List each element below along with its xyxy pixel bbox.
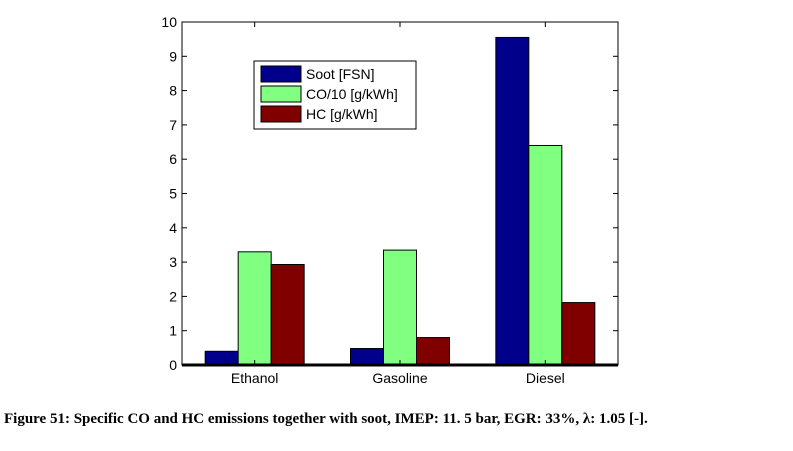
y-tick-label: 9 bbox=[169, 48, 177, 64]
bar-ethanol-series-3 bbox=[270, 264, 305, 366]
bars-layer bbox=[204, 36, 596, 366]
y-tick-label: 10 bbox=[161, 14, 177, 30]
legend-label-2: CO/10 [g/kWh] bbox=[306, 86, 398, 102]
x-tick-label-gasoline: Gasoline bbox=[372, 370, 427, 386]
bar-gasoline-series-1 bbox=[350, 348, 384, 366]
bar-gasoline-series-2 bbox=[383, 249, 417, 366]
figure-caption: Figure 51: Specific CO and HC emissions … bbox=[4, 411, 648, 427]
bar-ethanol-series-2 bbox=[237, 251, 272, 366]
x-tick-label-ethanol: Ethanol bbox=[231, 370, 278, 386]
y-tick-label: 7 bbox=[169, 117, 177, 133]
legend-label-1: Soot [FSN] bbox=[306, 66, 374, 82]
y-tick-label: 6 bbox=[169, 151, 177, 167]
legend-swatch-3 bbox=[260, 105, 302, 123]
bar-diesel-series-3 bbox=[561, 302, 596, 366]
y-tick-label: 1 bbox=[169, 323, 177, 339]
bar-diesel-series-1 bbox=[495, 36, 530, 366]
y-tick-label: 8 bbox=[169, 83, 177, 99]
legend-swatch-1 bbox=[260, 65, 302, 83]
y-tick-label: 5 bbox=[169, 186, 177, 202]
bar-gasoline-series-3 bbox=[416, 337, 450, 366]
y-tick-label: 4 bbox=[169, 220, 177, 236]
bar-ethanol-series-1 bbox=[204, 350, 239, 366]
legend-label-3: HC [g/kWh] bbox=[306, 106, 378, 122]
bar-chart: 0 1 2 3 4 5 6 7 8 9 10 Ethanol Gasoline Diesel Soot [… bbox=[161, 14, 619, 386]
legend: Soot [FSN] CO/10 [g/kWh] HC [g/kWh] bbox=[253, 60, 417, 130]
bar-diesel-series-2 bbox=[528, 144, 563, 366]
y-tick-label: 3 bbox=[169, 254, 177, 270]
x-tick-label-diesel: Diesel bbox=[526, 370, 565, 386]
legend-swatch-2 bbox=[260, 85, 302, 103]
y-tick-label: 2 bbox=[169, 288, 177, 304]
axes-layer: 0 1 2 3 4 5 6 7 8 9 10 Ethanol Gasoline Diesel bbox=[161, 14, 619, 386]
y-tick-label: 0 bbox=[169, 357, 177, 373]
